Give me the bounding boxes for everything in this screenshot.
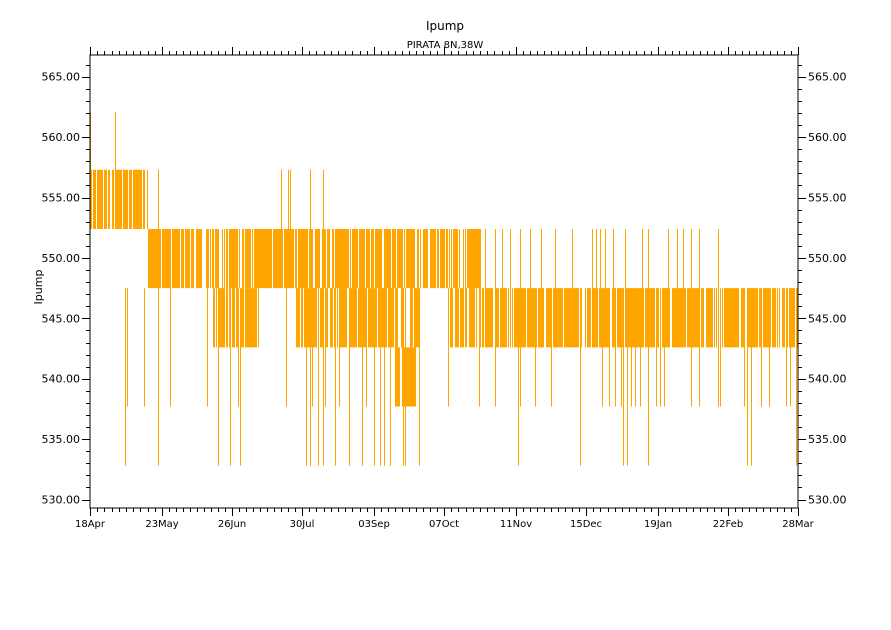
x-tick-label: 15Dec: [570, 519, 602, 530]
x-tick-label: 19Jan: [644, 519, 672, 530]
y-tick-label-right: 560.00: [808, 131, 847, 144]
y-tick-label-right: 540.00: [808, 373, 847, 386]
y-tick-label-right: 565.00: [808, 71, 847, 84]
y-tick-label: 555.00: [42, 192, 81, 205]
x-tick-label: 07Oct: [429, 519, 459, 530]
y-tick-label-right: 530.00: [808, 494, 847, 507]
y-tick-label-right: 555.00: [808, 192, 847, 205]
chart-subtitle: PIRATA 8N,38W: [407, 40, 484, 51]
y-tick-label: 540.00: [42, 373, 81, 386]
x-tick-label: 23May: [145, 519, 178, 530]
chart-title: Ipump: [426, 19, 464, 33]
y-tick-label: 535.00: [42, 433, 81, 446]
x-tick-label: 26Jun: [218, 519, 246, 530]
y-tick-label: 560.00: [42, 131, 81, 144]
y-tick-label: 530.00: [42, 494, 81, 507]
x-tick-label: 28Mar: [782, 519, 814, 530]
y-tick-label-right: 550.00: [808, 252, 847, 265]
y-tick-label: 565.00: [42, 71, 81, 84]
x-tick-label: 03Sep: [358, 519, 390, 530]
x-tick-label: 18Apr: [75, 519, 106, 530]
x-tick-label: 22Feb: [713, 519, 743, 530]
y-axis-label: Ipump: [32, 270, 45, 305]
x-tick-label: 11Nov: [500, 519, 532, 530]
x-tick-label: 30Jul: [290, 519, 315, 530]
y-tick-label-right: 535.00: [808, 433, 847, 446]
axes: 530.00 530.00 535.00 535.00 540.00 540.00 545.…: [42, 47, 847, 530]
plot-area: [90, 111, 798, 466]
y-tick-label: 545.00: [42, 312, 81, 325]
y-tick-label: 550.00: [42, 252, 81, 265]
y-tick-label-right: 545.00: [808, 312, 847, 325]
